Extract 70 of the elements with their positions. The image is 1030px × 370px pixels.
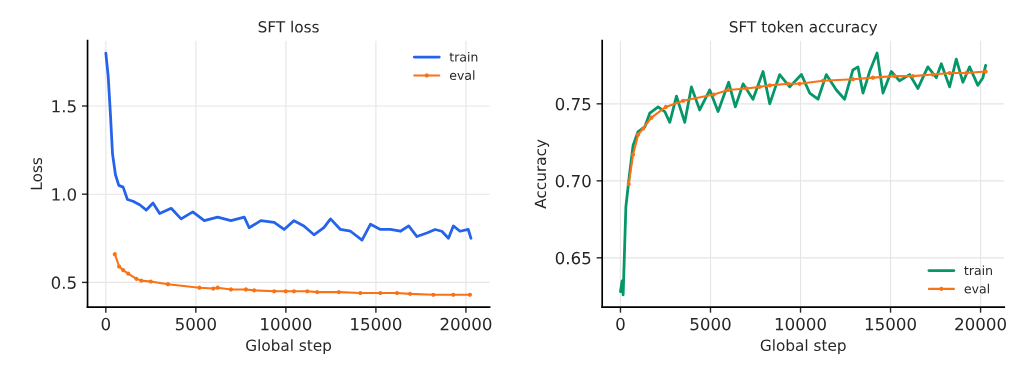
point xyxy=(820,78,826,83)
point xyxy=(139,278,144,283)
point xyxy=(283,289,288,294)
point xyxy=(930,72,935,77)
point xyxy=(663,104,668,109)
point xyxy=(964,70,969,76)
point xyxy=(112,252,117,257)
point xyxy=(408,291,413,296)
y-tick-label: 0.5 xyxy=(51,276,76,289)
y-tick-label: 1.0 xyxy=(52,188,77,201)
point xyxy=(786,81,791,86)
point xyxy=(726,87,731,93)
chart-title: SFT token accuracy xyxy=(729,20,878,36)
point xyxy=(451,292,456,297)
point xyxy=(711,92,716,97)
point xyxy=(744,86,749,91)
point xyxy=(636,132,641,137)
point xyxy=(305,289,310,294)
point xyxy=(641,126,646,131)
point xyxy=(378,290,383,296)
y-axis-title: Accuracy xyxy=(534,139,550,209)
y-tick-label: 0.65 xyxy=(555,251,591,265)
point xyxy=(910,74,915,79)
point xyxy=(870,75,875,80)
point xyxy=(134,276,139,281)
point xyxy=(626,181,631,186)
point xyxy=(126,271,131,276)
chart-title: SFT loss xyxy=(258,20,319,33)
y-tick-label: 0.75 xyxy=(555,97,591,111)
x-axis-title: Global step xyxy=(246,339,332,354)
x-tick-label: 0 xyxy=(616,317,625,331)
legend-label: train xyxy=(449,51,478,62)
x-tick-label: 5000 xyxy=(690,317,731,331)
point xyxy=(252,288,257,293)
point xyxy=(431,292,436,297)
x-tick-label: 20000 xyxy=(440,317,492,331)
x-tick-label: 10000 xyxy=(261,317,312,331)
point xyxy=(291,289,297,294)
point xyxy=(121,267,126,273)
point xyxy=(767,83,772,88)
x-tick-label: 15000 xyxy=(351,317,402,331)
point xyxy=(336,290,341,295)
point xyxy=(892,74,897,79)
point xyxy=(165,282,171,287)
point xyxy=(315,290,320,295)
point xyxy=(358,290,363,296)
point xyxy=(243,287,248,292)
x-tick-label: 10000 xyxy=(775,317,826,331)
point xyxy=(797,81,802,86)
legend-label: eval xyxy=(449,70,475,80)
point xyxy=(272,289,277,294)
legend-label: train xyxy=(964,265,992,276)
point xyxy=(947,70,952,76)
point xyxy=(681,98,686,103)
point xyxy=(850,77,855,82)
y-axis-title: Loss xyxy=(30,157,43,190)
x-tick-label: 5000 xyxy=(175,317,216,331)
x-tick-label: 15000 xyxy=(865,317,916,331)
point xyxy=(467,292,472,297)
x-tick-label: 0 xyxy=(101,317,111,331)
y-tick-label: 1.5 xyxy=(52,100,76,113)
point xyxy=(215,285,220,290)
x-tick-label: 20000 xyxy=(955,317,1006,331)
point xyxy=(117,264,122,269)
y-tick-label: 0.70 xyxy=(555,174,591,188)
legend-label: eval xyxy=(964,283,989,294)
x-axis-title: Global step xyxy=(760,339,846,354)
point xyxy=(630,152,636,157)
point xyxy=(228,287,234,292)
point xyxy=(757,84,762,89)
